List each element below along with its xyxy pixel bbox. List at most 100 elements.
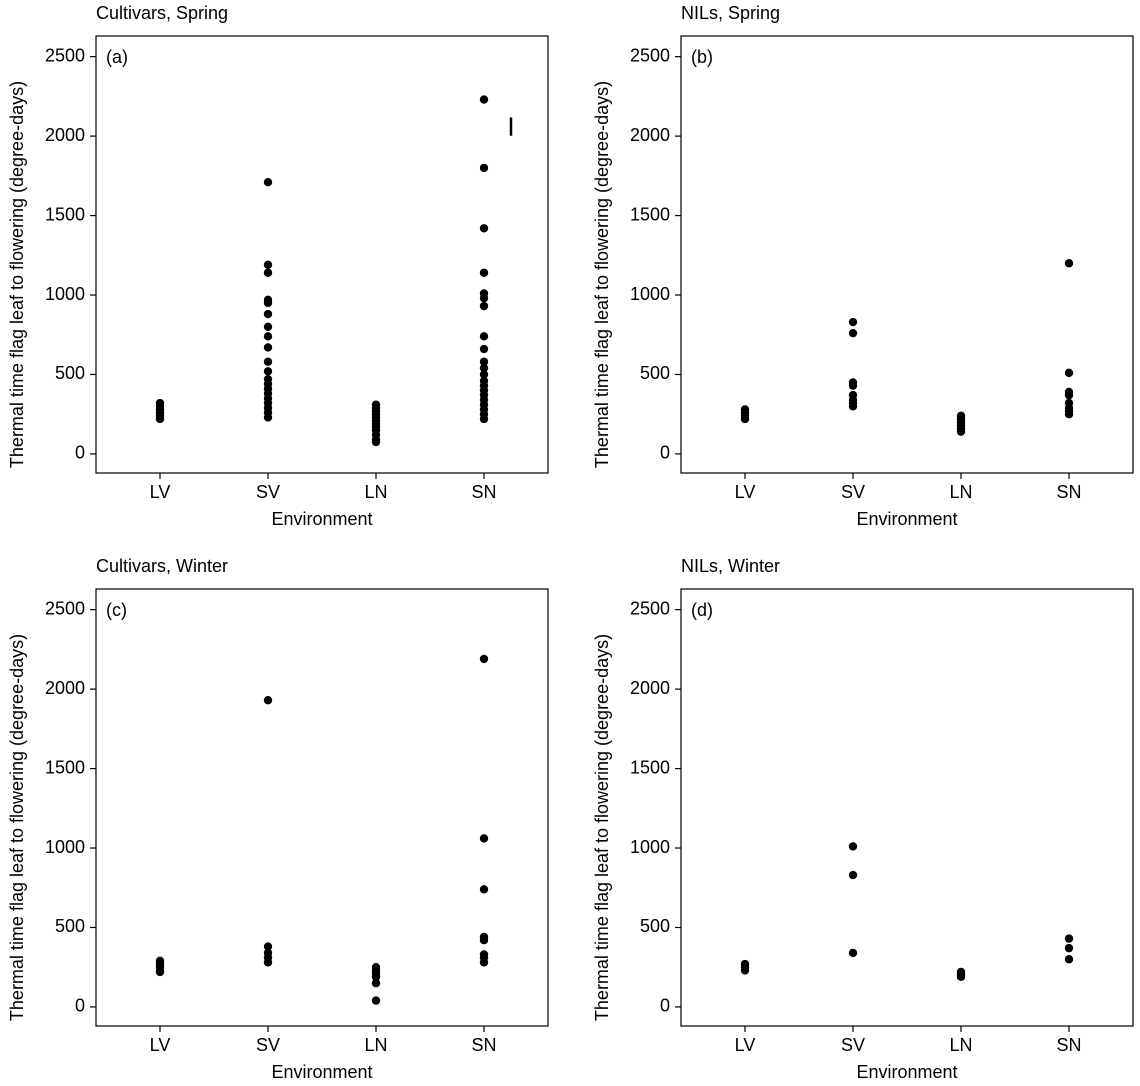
panel-label: (b) xyxy=(691,47,713,67)
y-tick-label: 1000 xyxy=(630,837,670,857)
panel-title: NILs, Spring xyxy=(681,3,780,23)
data-point xyxy=(371,996,381,1005)
panel-title: Cultivars, Winter xyxy=(96,556,228,576)
data-point xyxy=(479,414,489,424)
y-axis-label: Thermal time flag leaf to flowering (deg… xyxy=(7,81,27,468)
x-tick-label: LN xyxy=(949,1035,972,1055)
data-point xyxy=(479,935,489,945)
data-point xyxy=(263,322,273,332)
data-point xyxy=(848,381,858,390)
x-tick-label: SN xyxy=(1056,1035,1081,1055)
panel-title: Cultivars, Spring xyxy=(96,3,228,23)
y-tick-label: 500 xyxy=(640,363,670,383)
data-point xyxy=(1064,368,1074,378)
data-point xyxy=(848,328,858,338)
data-point xyxy=(1064,410,1074,419)
data-point xyxy=(479,95,489,104)
data-point xyxy=(479,357,489,366)
y-tick-label: 500 xyxy=(640,916,670,936)
data-point xyxy=(479,885,489,894)
data-point xyxy=(479,301,489,311)
data-point xyxy=(371,978,381,988)
data-point xyxy=(479,294,489,303)
data-point xyxy=(263,942,273,951)
plot-frame xyxy=(95,35,549,474)
data-point xyxy=(263,413,273,422)
y-tick-label: 2500 xyxy=(630,45,670,65)
y-tick-label: 2000 xyxy=(630,125,670,145)
data-point xyxy=(263,298,273,308)
x-tick-label: SN xyxy=(1056,482,1081,502)
data-point xyxy=(1064,934,1074,943)
y-tick-label: 0 xyxy=(75,996,85,1016)
data-point xyxy=(263,343,273,352)
y-tick-label: 1500 xyxy=(45,757,85,777)
data-point xyxy=(956,972,966,981)
x-tick-label: LN xyxy=(949,482,972,502)
data-point xyxy=(263,332,273,341)
x-tick-label: SV xyxy=(841,1035,865,1055)
data-point xyxy=(848,842,858,851)
panel-label: (c) xyxy=(106,600,127,620)
data-point xyxy=(479,163,489,173)
x-axis-label: Environment xyxy=(856,509,957,529)
x-tick-label: SN xyxy=(471,482,496,502)
data-point xyxy=(479,958,489,967)
y-axis-label: Thermal time flag leaf to flowering (deg… xyxy=(7,634,27,1021)
x-tick-label: SV xyxy=(841,482,865,502)
x-axis-label: Environment xyxy=(271,509,372,529)
data-point xyxy=(263,367,273,376)
data-point xyxy=(1064,955,1074,964)
y-tick-label: 1500 xyxy=(630,204,670,224)
y-axis-label: Thermal time flag leaf to flowering (deg… xyxy=(592,81,612,468)
data-point xyxy=(263,260,273,270)
panel-label: (a) xyxy=(106,47,128,67)
y-tick-label: 2000 xyxy=(630,678,670,698)
x-tick-label: LV xyxy=(150,482,171,502)
x-axis-label: Environment xyxy=(271,1062,372,1082)
data-point xyxy=(263,696,273,705)
y-tick-label: 1500 xyxy=(630,757,670,777)
x-tick-label: SN xyxy=(471,1035,496,1055)
data-point xyxy=(1064,259,1074,268)
x-tick-label: SV xyxy=(256,482,280,502)
y-tick-label: 0 xyxy=(660,443,670,463)
data-point xyxy=(479,370,489,379)
data-point xyxy=(956,427,966,436)
y-tick-label: 1000 xyxy=(630,284,670,304)
x-tick-label: LV xyxy=(735,482,756,502)
data-point xyxy=(263,177,273,187)
data-point xyxy=(479,834,489,843)
data-point xyxy=(155,967,165,977)
plot-frame xyxy=(95,588,549,1027)
data-point xyxy=(479,344,489,354)
data-point xyxy=(740,414,750,424)
y-tick-label: 1500 xyxy=(45,204,85,224)
x-tick-label: LV xyxy=(150,1035,171,1055)
panel-label: (d) xyxy=(691,600,713,620)
data-point xyxy=(479,363,489,373)
data-point xyxy=(263,268,273,277)
data-point xyxy=(1064,390,1074,400)
data-point xyxy=(740,966,750,975)
y-tick-label: 500 xyxy=(55,916,85,936)
data-point xyxy=(848,317,858,327)
data-point xyxy=(479,654,489,664)
data-point xyxy=(479,332,489,341)
panel-title: NILs, Winter xyxy=(681,556,780,576)
data-point xyxy=(155,398,165,408)
y-tick-label: 1000 xyxy=(45,837,85,857)
data-point xyxy=(263,309,273,319)
y-axis-label: Thermal time flag leaf to flowering (deg… xyxy=(592,634,612,1021)
data-point xyxy=(263,958,273,967)
data-point xyxy=(263,357,273,366)
y-tick-label: 2500 xyxy=(45,598,85,618)
y-tick-label: 2500 xyxy=(45,45,85,65)
x-tick-label: LN xyxy=(364,1035,387,1055)
data-point xyxy=(479,268,489,277)
plot-frame xyxy=(680,588,1134,1027)
data-point xyxy=(479,224,489,233)
x-tick-label: SV xyxy=(256,1035,280,1055)
data-point xyxy=(1064,943,1074,953)
